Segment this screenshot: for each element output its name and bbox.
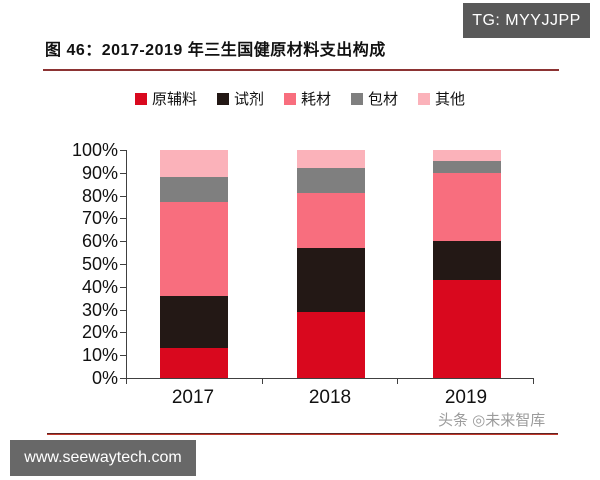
legend-item-reagents: 试剂	[216, 88, 264, 109]
y-axis-overhang	[126, 379, 127, 384]
legend-swatch-raw-materials	[134, 92, 147, 105]
bar-2019-segment-packaging	[433, 161, 501, 173]
y-axis-label-0: 0%	[91, 368, 118, 388]
y-axis-label-20: 20%	[81, 322, 118, 343]
legend-item-consumables: 耗材	[283, 88, 331, 109]
bar-2017-segment-reagents	[160, 295, 228, 349]
legend-label-packaging: 包材	[368, 91, 399, 108]
y-axis-tick	[120, 264, 126, 265]
y-axis-tick	[120, 378, 126, 379]
legend-item-others: 其他	[418, 88, 465, 109]
plot-area	[126, 150, 534, 379]
bar-2018-segment-others	[297, 150, 365, 169]
legend-item-packaging: 包材	[351, 88, 398, 109]
y-axis-label-40: 40%	[81, 276, 118, 297]
bar-2018-segment-consumables	[297, 193, 365, 249]
legend-swatch-consumables	[283, 92, 296, 105]
y-axis-label-80: 80%	[81, 185, 118, 206]
chart-legend: 原辅料 试剂 耗材 包材 其他	[0, 88, 600, 109]
x-axis-tick	[533, 379, 534, 384]
bar-2017-segment-others	[160, 150, 228, 178]
legend-swatch-reagents	[216, 92, 229, 105]
footer-website-badge: www.seewaytech.com	[10, 440, 196, 476]
legend-item-raw-materials: 原辅料	[134, 88, 197, 109]
x-axis-label-2019: 2019	[444, 387, 488, 408]
y-axis-tick	[120, 195, 126, 197]
bar-2019-segment-reagents	[433, 241, 501, 280]
figure-title: 图 46：2017-2019 年三生国健原材料支出构成	[45, 42, 386, 59]
bar-2019-segment-raw-materials	[433, 279, 501, 378]
legend-swatch-others	[418, 92, 431, 105]
y-axis-label-100: 100%	[71, 140, 118, 160]
y-axis-tick	[120, 172, 126, 174]
legend-swatch-packaging	[351, 92, 363, 105]
tg-contact-badge: TG: MYYJJPP	[463, 3, 590, 38]
y-axis-tick	[120, 241, 126, 243]
bar-2017-segment-raw-materials	[160, 348, 228, 378]
y-axis-label-60: 60%	[81, 231, 118, 252]
title-underline-rule	[43, 69, 559, 71]
bar-2018-segment-reagents	[297, 248, 365, 312]
legend-label-others: 其他	[435, 91, 466, 108]
y-axis-tick	[120, 332, 126, 334]
bar-2019-segment-others	[433, 150, 501, 162]
x-axis-label-2017: 2017	[171, 387, 215, 408]
y-axis-tick	[120, 309, 126, 311]
y-axis-tick	[120, 286, 126, 288]
stacked-bar-2017	[160, 150, 228, 378]
legend-label-raw-materials: 原辅料	[151, 91, 197, 108]
y-axis-label-30: 30%	[81, 299, 118, 320]
bar-2018-segment-packaging	[297, 168, 365, 194]
y-axis-label-70: 70%	[81, 208, 118, 229]
bar-2019-segment-consumables	[433, 172, 501, 242]
legend-label-reagents: 试剂	[233, 91, 264, 108]
bar-2017-segment-packaging	[160, 177, 228, 203]
legend-label-consumables: 耗材	[300, 91, 331, 108]
x-axis-tick	[262, 379, 263, 384]
bottom-divider-rule	[47, 433, 558, 435]
bar-2017-segment-consumables	[160, 202, 228, 296]
y-axis-tick	[120, 355, 126, 357]
stacked-bar-2018	[297, 150, 365, 378]
y-axis-label-10: 10%	[81, 345, 118, 366]
stacked-bar-2019	[433, 150, 501, 378]
y-axis-label-50: 50%	[81, 254, 118, 274]
y-axis-tick	[120, 218, 126, 220]
x-axis-label-2018: 2018	[308, 387, 352, 408]
y-axis-label-90: 90%	[81, 162, 118, 183]
x-axis-tick	[397, 379, 398, 384]
watermark-text: 头条 ◎未来智库	[438, 412, 546, 429]
bar-2018-segment-raw-materials	[297, 311, 365, 378]
y-axis-tick	[120, 150, 126, 151]
